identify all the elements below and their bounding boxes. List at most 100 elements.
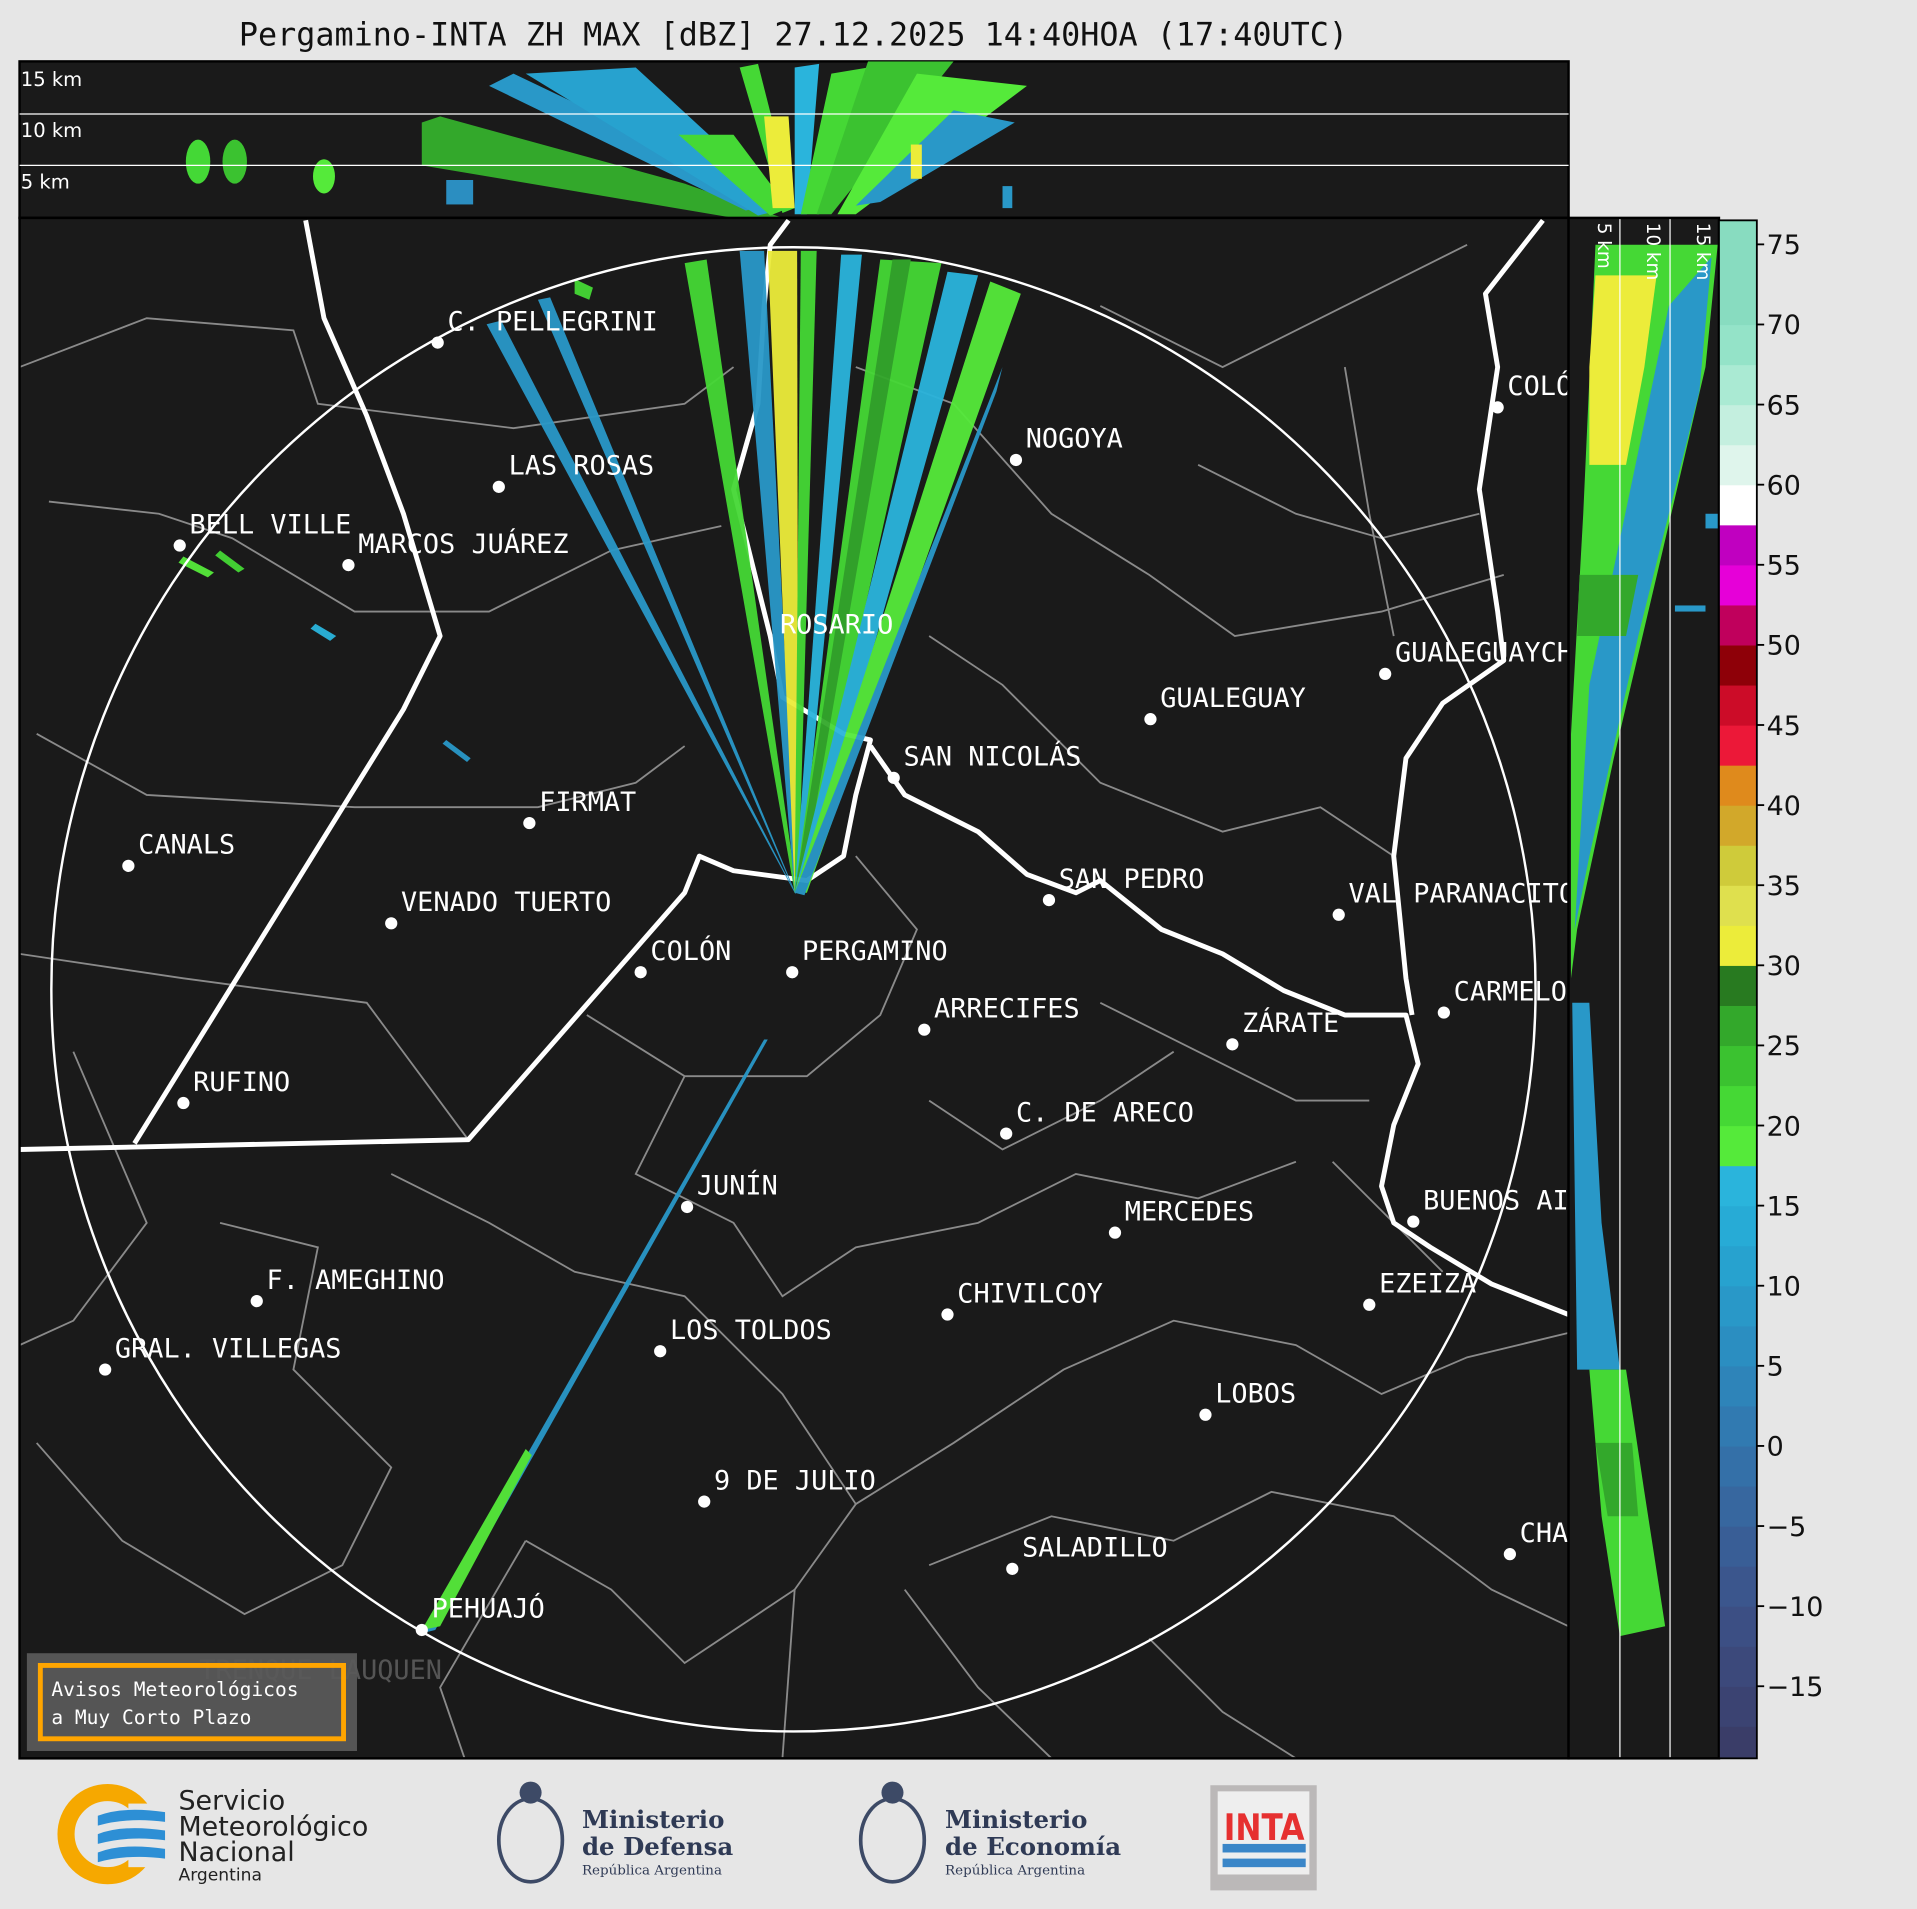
city-marker: GUALEGUAYCHÚ [1379, 637, 1569, 681]
warning-box-line2: a Muy Corto Plazo [51, 1706, 251, 1729]
city-label: PERGAMINO [802, 936, 948, 967]
smn-text-3: Nacional [178, 1837, 294, 1868]
city-label: JUNÍN [697, 1170, 778, 1202]
colorbar-segment [1718, 724, 1757, 766]
city-marker: SAN NICOLÁS [887, 741, 1081, 784]
city-label: C. DE ARECO [1016, 1097, 1194, 1128]
city-label: CANALS [138, 830, 235, 861]
smn-text-2: Meteorológico [178, 1811, 368, 1842]
economia-text-3: República Argentina [945, 1863, 1085, 1878]
city-marker: GRAL. VILLEGAS [99, 1333, 341, 1376]
city-dot [99, 1363, 112, 1376]
colorbar-segment [1718, 1606, 1757, 1647]
coat-of-arms-icon [858, 1796, 927, 1884]
colorbar-tick-label: 40 [1767, 791, 1801, 822]
city-marker: VAL PARANACITO [1332, 879, 1576, 921]
colorbar-tick-label: 10 [1767, 1272, 1801, 1303]
city-marker: C. PELLEGRINI [431, 306, 658, 349]
colorbar-tick-label: −15 [1767, 1672, 1824, 1703]
city-dot [431, 336, 444, 349]
city-dot [887, 771, 900, 784]
city-marker: ARRECIFES [918, 993, 1080, 1036]
city-marker: LAS ROSAS [492, 451, 654, 493]
city-dot [1009, 453, 1023, 467]
colorbar-segment [1718, 1005, 1757, 1047]
city-label: GUALEGUAY [1160, 683, 1306, 714]
city-label: COLÓN [1507, 370, 1588, 402]
city-marker: MARCOS JUÁREZ [342, 528, 569, 572]
colorbar-tick-label: 35 [1767, 871, 1801, 902]
smn-logo: Servicio Meteorológico Nacional Argentin… [57, 1784, 368, 1886]
city-label: SAN PEDRO [1059, 864, 1205, 895]
side-altitude-label-5km: 5 km [1593, 223, 1614, 269]
city-marker: FIRMAT [523, 787, 636, 830]
city-dot [492, 480, 505, 493]
city-label: NOGOYA [1026, 424, 1123, 455]
city-dot [415, 1623, 428, 1637]
side-cross-section-panel: 5 km 10 km 15 km [1567, 216, 1721, 1760]
colorbar-frame [1718, 219, 1758, 1760]
city-dot [654, 1345, 667, 1358]
city-dot [122, 859, 135, 872]
city-marker: SALADILLO [1006, 1533, 1168, 1575]
city-dot [680, 1200, 694, 1214]
city-marker: PEHUAJÓ [415, 1593, 545, 1637]
colorbar-tick-label: −10 [1767, 1592, 1824, 1623]
colorbar-segment [1718, 1325, 1757, 1367]
defensa-text-1: Ministerio [582, 1805, 724, 1834]
city-label: MERCEDES [1125, 1196, 1254, 1227]
city-label: LOS TOLDOS [670, 1315, 832, 1346]
city-marker: GUALEGUAY [1144, 683, 1306, 726]
city-label: C. PELLEGRINI [447, 306, 657, 337]
city-dot [634, 966, 647, 979]
ministerio-defensa-logo: Ministerio de Defensa República Argentin… [496, 1781, 733, 1884]
defensa-text-3: República Argentina [582, 1863, 722, 1878]
city-dot [1000, 1127, 1013, 1140]
colorbar-segment [1718, 644, 1757, 686]
economia-text-2: de Economía [945, 1832, 1121, 1861]
colorbar-segment [1718, 1205, 1757, 1247]
colorbar-segment [1718, 845, 1757, 886]
colorbar-segment [1718, 684, 1757, 726]
city-label: F. AMEGHINO [267, 1265, 445, 1296]
colorbar-segment [1718, 1245, 1757, 1287]
city-label: BUENOS AIRES [1423, 1185, 1617, 1216]
city-label: COLÓN [650, 935, 731, 967]
coat-of-arms-icon [496, 1796, 565, 1884]
city-dot [698, 1495, 711, 1508]
warning-box[interactable]: Avisos Meteorológicos a Muy Corto Plazo [26, 1653, 357, 1752]
city-dot [1144, 713, 1157, 726]
city-label: SAN NICOLÁS [903, 741, 1081, 773]
colorbar-segment [1718, 965, 1757, 1006]
city-label: ZÁRATE [1242, 1007, 1339, 1039]
city-dot [342, 558, 355, 572]
city-dot [1407, 1215, 1420, 1228]
city-label: VAL PARANACITO [1349, 879, 1576, 910]
city-dot [1226, 1038, 1239, 1051]
city-marker: C. DE ARECO [1000, 1097, 1194, 1140]
city-dot [1006, 1562, 1019, 1575]
side-altitude-label-15km: 15 km [1692, 223, 1713, 281]
city-label: BELL VILLE [189, 509, 351, 540]
colorbar-segment [1718, 404, 1757, 446]
city-dot [1042, 893, 1056, 907]
city-marker: BUENOS AIRES [1407, 1185, 1617, 1228]
city-marker: CHIVILCOY [941, 1278, 1103, 1321]
economia-text-1: Ministerio [945, 1805, 1087, 1834]
city-marker: ROSARIO [780, 610, 893, 641]
colorbar-segment [1718, 1445, 1757, 1487]
colorbar-tick-label: 15 [1767, 1191, 1801, 1222]
colorbar-segment [1718, 564, 1757, 606]
colorbar-segment [1718, 1125, 1757, 1167]
city-marker: CHASCOMÚS [1503, 1517, 1666, 1561]
colorbar-tick-label: 55 [1767, 551, 1801, 582]
colorbar-segment [1718, 604, 1757, 646]
city-dot [1332, 908, 1345, 921]
inta-text: INTA [1224, 1806, 1305, 1849]
city-marker: F. AMEGHINO [250, 1265, 445, 1308]
city-label: CHASCOMÚS [1520, 1517, 1666, 1549]
city-label: CARMELO [1454, 976, 1567, 1007]
city-dot [173, 539, 186, 552]
defensa-text-2: de Defensa [582, 1832, 733, 1861]
